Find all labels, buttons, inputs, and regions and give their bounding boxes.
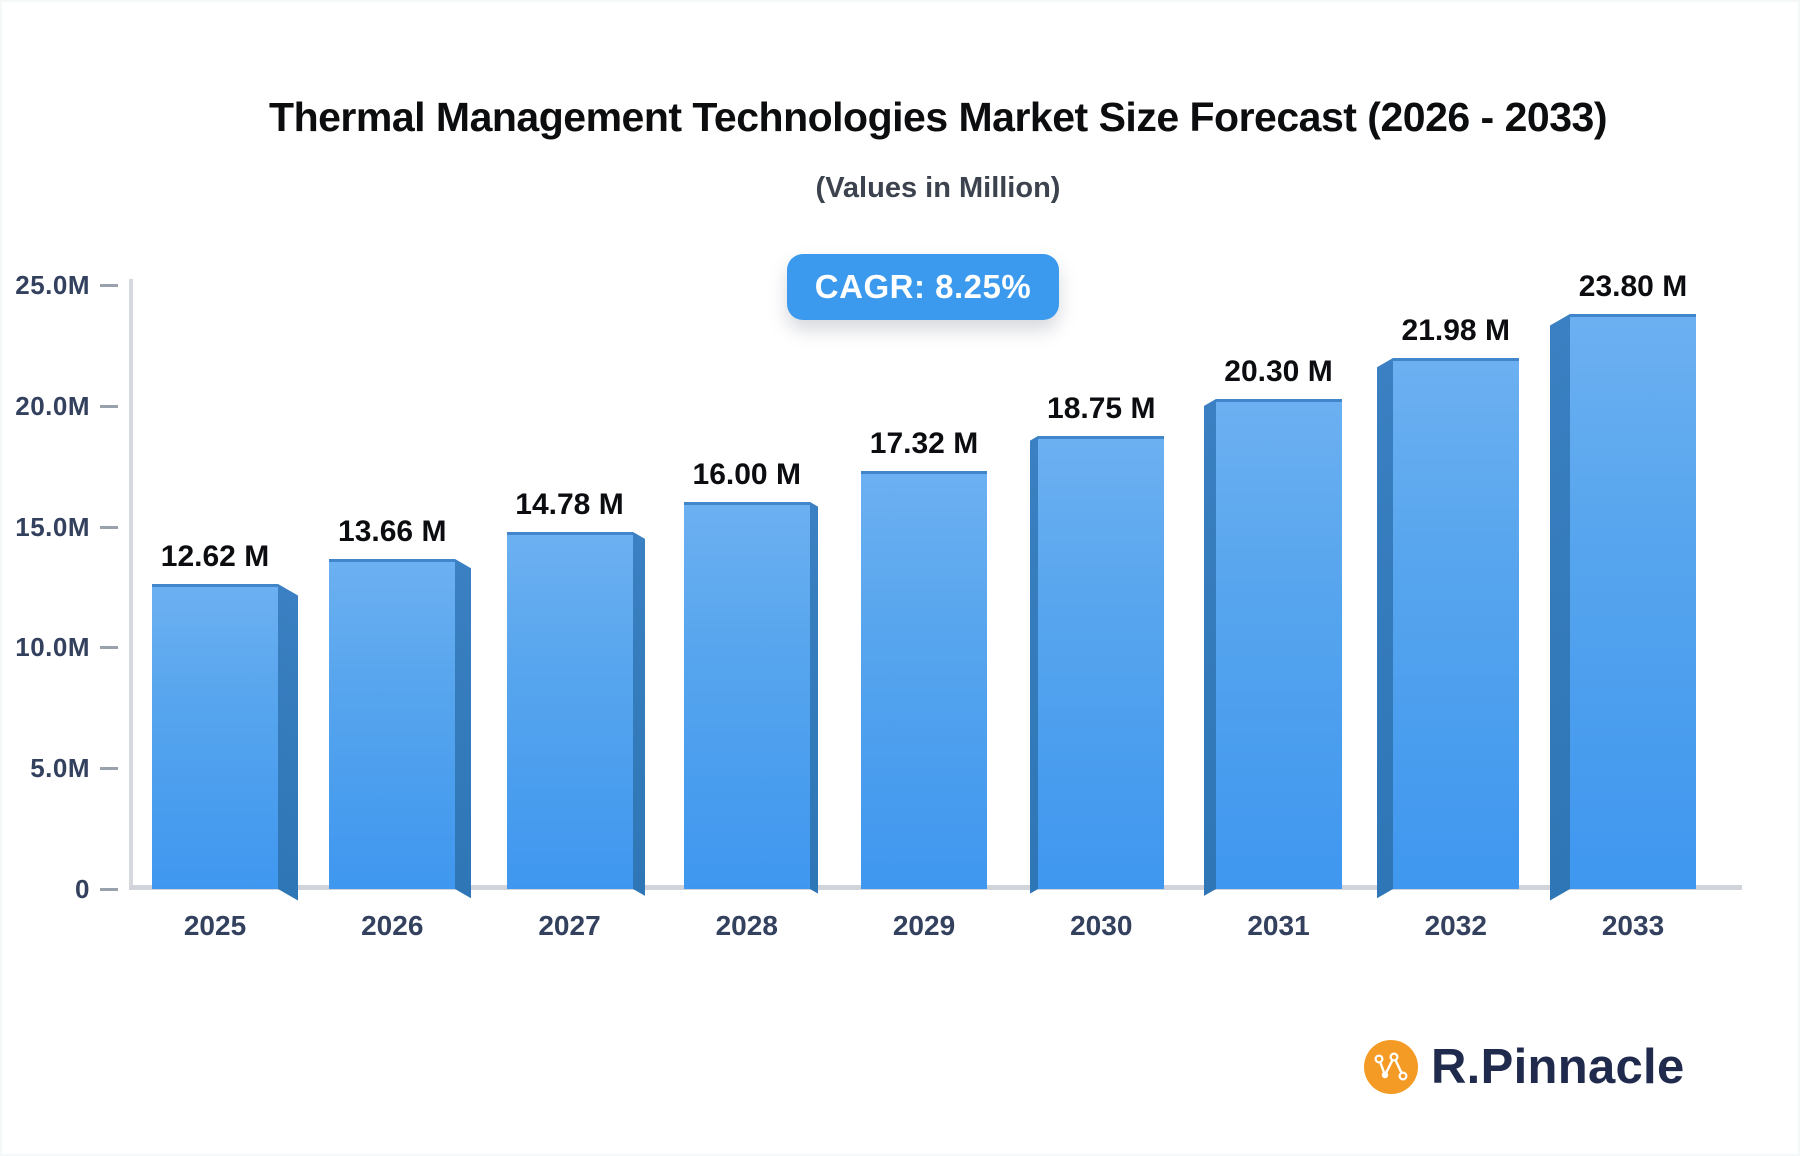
bar-front-face bbox=[506, 531, 633, 889]
bar-side-face bbox=[632, 531, 645, 896]
bar-front-face bbox=[1570, 314, 1696, 889]
bar-group: 23.80 M 2033 bbox=[1550, 270, 1696, 941]
bar-year-label: 2028 bbox=[715, 910, 778, 941]
bar-side-face bbox=[1550, 314, 1570, 901]
y-tick-label: 5.0M bbox=[30, 753, 90, 784]
bar-side-face bbox=[1203, 398, 1216, 896]
bar-front-face bbox=[1215, 398, 1342, 889]
y-tick-dash bbox=[100, 404, 118, 408]
bar-year-label: 2032 bbox=[1424, 910, 1487, 941]
bar-year-label: 2026 bbox=[361, 910, 424, 941]
bar-group: 13.66 M 2026 bbox=[329, 515, 472, 941]
y-tick-label: 20.0M bbox=[15, 390, 90, 421]
bar-front-face bbox=[1392, 357, 1519, 889]
bar-group: 20.30 M 2031 bbox=[1203, 355, 1342, 941]
bar-front-face bbox=[861, 470, 987, 889]
chart-subtitle: (Values in Million) bbox=[815, 172, 1061, 204]
bar-value-label: 12.62 M bbox=[160, 540, 270, 574]
bar-group: 14.78 M 2027 bbox=[506, 488, 645, 941]
bar-group: 18.75 M 2030 bbox=[1030, 392, 1165, 941]
cagr-badge: CAGR: 8.25% bbox=[787, 254, 1059, 320]
bar-value-label: 18.75 M bbox=[1047, 392, 1156, 425]
network-nodes-icon bbox=[1364, 1040, 1418, 1094]
y-tick-dash bbox=[100, 888, 118, 891]
bar-value-label: 17.32 M bbox=[869, 426, 979, 460]
bar-group: 12.62 M 2025 bbox=[152, 540, 298, 941]
bar-value-label: 14.78 M bbox=[515, 487, 624, 521]
bar-group: 16.00 M 2028 bbox=[683, 458, 818, 941]
y-axis-line bbox=[129, 279, 133, 889]
y-tick-dash bbox=[100, 767, 118, 771]
y-tick-label: 15.0M bbox=[15, 511, 90, 542]
bar-side-face bbox=[1030, 436, 1039, 894]
bar-value-label: 21.98 M bbox=[1401, 313, 1510, 347]
bar-value-label: 16.00 M bbox=[692, 458, 801, 492]
bar-value-label: 20.30 M bbox=[1224, 354, 1333, 388]
brand-name: R.Pinnacle bbox=[1431, 1040, 1685, 1094]
bar-group: 21.98 M 2032 bbox=[1376, 314, 1519, 941]
bar-year-label: 2027 bbox=[538, 910, 601, 941]
y-tick-label: 0 bbox=[75, 874, 90, 904]
bar-side-face bbox=[278, 584, 298, 901]
y-tick-label: 25.0M bbox=[15, 270, 90, 300]
y-tick-dash bbox=[100, 525, 118, 529]
bar-year-label: 2033 bbox=[1601, 910, 1665, 941]
bar-front-face bbox=[329, 558, 456, 889]
brand-logo: R.Pinnacle bbox=[1364, 1039, 1685, 1095]
chart-title: Thermal Management Technologies Market S… bbox=[269, 94, 1607, 140]
bar-year-label: 2031 bbox=[1247, 910, 1310, 941]
bar-front-face bbox=[1038, 436, 1165, 889]
bar-year-label: 2025 bbox=[183, 910, 247, 941]
bar-year-label: 2029 bbox=[892, 910, 956, 941]
bar-front-face bbox=[152, 584, 278, 889]
y-tick-dash bbox=[100, 646, 118, 650]
bar-front-face bbox=[683, 502, 810, 889]
bar-side-face bbox=[809, 502, 818, 894]
bar-side-face bbox=[455, 558, 472, 899]
bar-value-label: 23.80 M bbox=[1578, 270, 1688, 303]
bar-side-face bbox=[1376, 357, 1393, 899]
y-tick-dash bbox=[100, 284, 118, 287]
bar-value-label: 13.66 M bbox=[338, 514, 447, 548]
y-tick-label: 10.0M bbox=[15, 632, 90, 663]
bar-group: 17.32 M 2029 bbox=[861, 427, 987, 941]
bar-year-label: 2030 bbox=[1070, 910, 1133, 941]
